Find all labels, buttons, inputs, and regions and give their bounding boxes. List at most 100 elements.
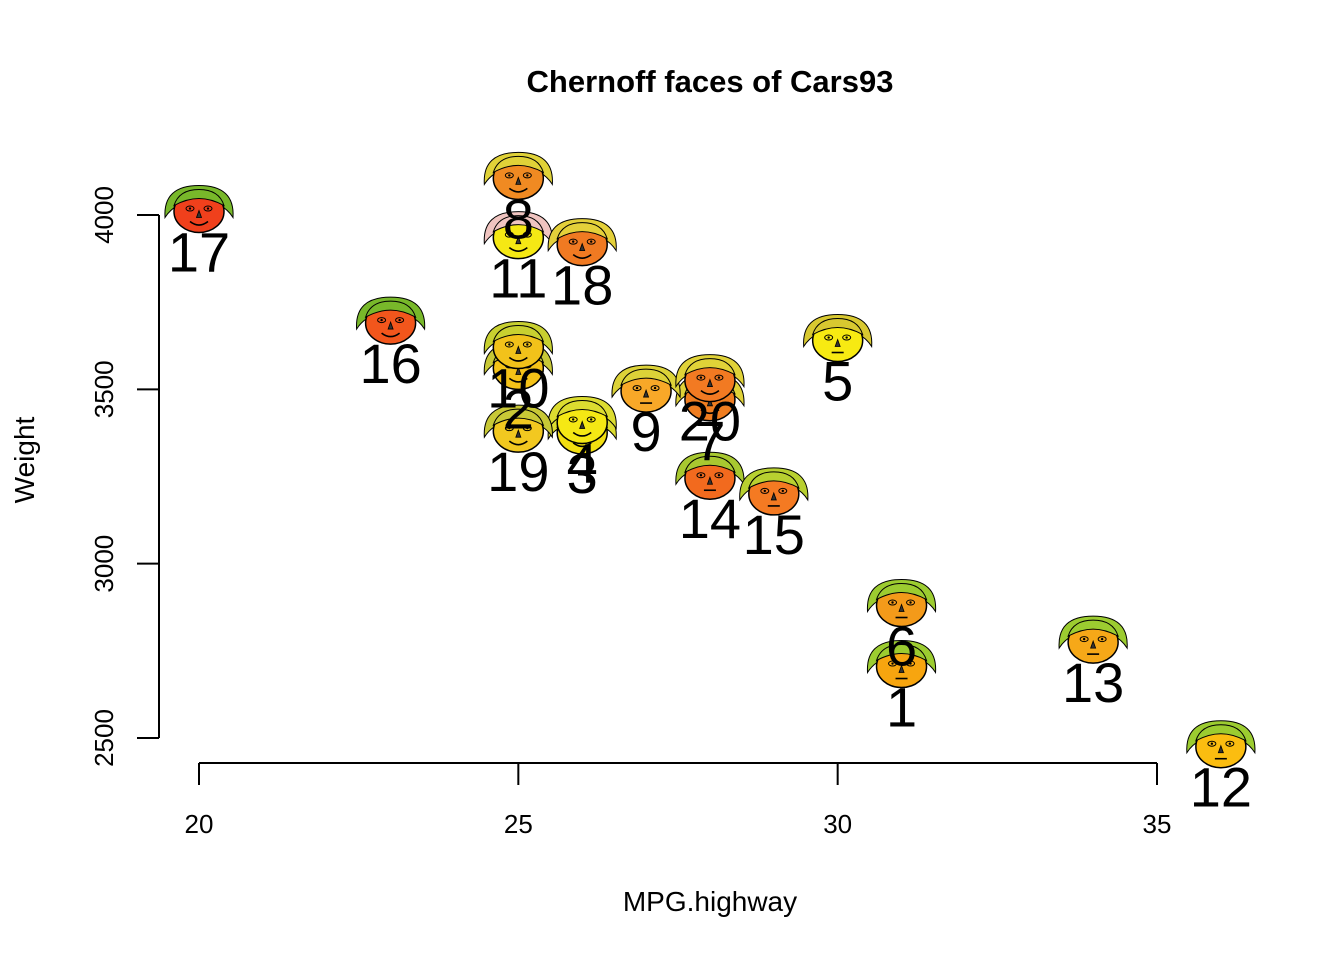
chernoff-face-10 xyxy=(483,320,553,370)
point-label-3: 3 xyxy=(567,442,598,505)
face-nose xyxy=(515,428,522,438)
x-tick-label: 25 xyxy=(504,809,533,839)
face-eye-right xyxy=(906,599,916,606)
face-eye-right xyxy=(842,334,852,341)
face-nose xyxy=(515,366,522,375)
face-fringe xyxy=(492,324,545,343)
face-pupil-right xyxy=(206,207,210,210)
face-fringe xyxy=(492,155,545,174)
face-nose xyxy=(515,235,522,245)
face-pupil-right xyxy=(526,426,529,430)
chernoff-face-11 xyxy=(483,211,553,260)
point-label-7: 7 xyxy=(694,409,725,472)
face-nose xyxy=(770,491,777,501)
face-fringe xyxy=(684,358,736,376)
face-pupil-right xyxy=(526,233,529,236)
face-fringe xyxy=(364,300,417,319)
face-nose xyxy=(706,378,714,388)
point-label-10: 10 xyxy=(487,356,549,419)
face-mouth xyxy=(572,442,592,448)
face-eye-left xyxy=(185,205,195,212)
face-eye-right xyxy=(1097,636,1107,643)
face-pupil-right xyxy=(717,376,721,379)
face-eye-left xyxy=(504,425,514,432)
face-eye-left xyxy=(568,416,578,423)
x-axis-label: MPG.highway xyxy=(623,886,797,917)
chernoff-face-13 xyxy=(1058,615,1128,664)
face-pupil-left xyxy=(380,318,383,322)
point-label-13: 13 xyxy=(1062,651,1124,714)
chernoff-face-15 xyxy=(739,467,809,516)
face-nose xyxy=(834,338,841,347)
face-mouth xyxy=(508,440,528,446)
point-label-8: 8 xyxy=(503,187,534,250)
face-eye-right xyxy=(522,172,532,179)
chart-title: Chernoff faces of Cars93 xyxy=(527,64,894,99)
face-mouth xyxy=(508,356,528,362)
chernoff-face-4 xyxy=(547,395,617,445)
face-nose xyxy=(1090,639,1097,649)
face-fringe xyxy=(173,189,225,207)
face-mouth xyxy=(508,247,528,252)
face-nose xyxy=(1217,744,1224,754)
face-nose xyxy=(642,388,650,398)
chernoff-face-19 xyxy=(483,404,553,453)
face-pupil-right xyxy=(1100,637,1104,641)
x-tick-label: 35 xyxy=(1143,809,1172,839)
x-tick-label: 20 xyxy=(185,809,214,839)
face-fringe xyxy=(875,644,928,662)
face-fringe xyxy=(747,471,800,489)
face-fringe xyxy=(1195,724,1247,742)
y-tick-label: 3500 xyxy=(89,360,119,418)
chernoff-face-20 xyxy=(675,354,745,403)
face-eye-right xyxy=(714,374,724,381)
face-eye-left xyxy=(760,487,770,494)
y-axis: 2500 3000 3500 4000 xyxy=(89,186,160,767)
point-label-2: 2 xyxy=(503,377,534,440)
face-pupil-left xyxy=(699,474,703,477)
face-nose xyxy=(898,664,905,673)
face-eye-right xyxy=(586,416,596,423)
chernoff-face-16 xyxy=(356,296,426,345)
point-label-1: 1 xyxy=(886,676,917,739)
face-fringe xyxy=(556,399,609,418)
face-eye-left xyxy=(504,172,514,179)
face-pupil-right xyxy=(909,662,912,665)
face-pupil-right xyxy=(717,474,721,477)
y-tick-label: 4000 xyxy=(89,186,119,244)
face-eye-right xyxy=(650,385,660,392)
face-pupil-left xyxy=(635,386,639,390)
face-pupil-left xyxy=(1210,742,1214,745)
face-eye-left xyxy=(377,317,387,324)
face-fringe xyxy=(1067,619,1119,638)
face-nose xyxy=(579,242,586,252)
chernoff-face-12 xyxy=(1186,720,1256,769)
face-fringe xyxy=(492,408,545,427)
face-pupil-right xyxy=(526,343,529,346)
face-pupil-left xyxy=(188,207,192,210)
chernoff-face-5 xyxy=(803,314,873,363)
face-eye-left xyxy=(888,599,898,606)
chernoff-face-9 xyxy=(611,364,681,413)
chernoff-face-6 xyxy=(867,579,937,628)
face-eye-right xyxy=(522,341,532,348)
face-mouth xyxy=(700,409,720,415)
face-eye-left xyxy=(696,472,706,479)
point-label-14: 14 xyxy=(679,487,741,550)
point-label-6: 6 xyxy=(886,615,917,678)
point-label-16: 16 xyxy=(359,332,421,395)
face-eye-left xyxy=(824,334,834,341)
face-fringe xyxy=(811,318,864,336)
face-eye-right xyxy=(522,425,532,432)
face-pupil-left xyxy=(508,343,511,346)
face-pupil-left xyxy=(699,376,703,379)
face-pupil-right xyxy=(590,240,593,243)
chernoff-face-1 xyxy=(867,640,937,689)
face-nose xyxy=(515,345,522,354)
face-nose xyxy=(515,176,522,185)
face-fringe xyxy=(875,583,928,601)
face-eye-right xyxy=(778,487,788,494)
point-label-20: 20 xyxy=(679,390,741,453)
